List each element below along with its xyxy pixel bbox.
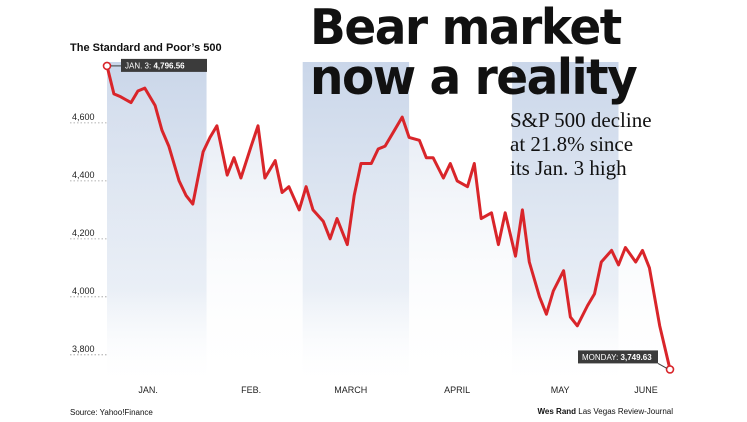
annotations: JAN. 3: 4,796.56 MONDAY: 3,749.63 bbox=[102, 58, 675, 374]
grid-lines bbox=[70, 122, 107, 356]
x-tick-label: MAY bbox=[551, 385, 570, 395]
annotation-box bbox=[121, 58, 207, 72]
x-tick-label: JUNE bbox=[634, 385, 658, 395]
subhead-line-1: S&P 500 decline bbox=[510, 108, 652, 132]
headline-line-1: Bear market bbox=[310, 0, 622, 57]
annotation-marker bbox=[665, 365, 675, 374]
y-tick-label: 4,200 bbox=[72, 228, 95, 238]
annotation-box bbox=[578, 350, 658, 364]
annotation-leader bbox=[657, 362, 668, 369]
series-line bbox=[105, 64, 672, 371]
x-tick-label: JAN. bbox=[138, 385, 158, 395]
x-tick-labels: JAN. FEB. MARCH APRIL MAY JUNE bbox=[138, 385, 657, 395]
credit-line: Wes Rand Las Vegas Review-Journal bbox=[538, 407, 673, 416]
y-tick-label: 4,400 bbox=[72, 170, 95, 180]
chart-area-fill bbox=[107, 65, 670, 387]
annotation-prefix: MONDAY: bbox=[582, 353, 621, 362]
source-note: Source: Yahoo!Finance bbox=[70, 408, 153, 417]
subhead: S&P 500 decline at 21.8% since its Jan. … bbox=[510, 108, 652, 180]
x-tick-label: FEB. bbox=[241, 385, 261, 395]
chart-title: The Standard and Poor’s 500 bbox=[70, 42, 222, 54]
subhead-line-2: at 21.8% since bbox=[510, 132, 634, 156]
credit-name: Wes Rand bbox=[537, 407, 577, 416]
headline: Bear market now a reality bbox=[310, 0, 638, 107]
credit-org: Las Vegas Review-Journal bbox=[578, 407, 673, 416]
annotation-value: 4,796.56 bbox=[153, 61, 185, 70]
subhead-line-3: its Jan. 3 high bbox=[510, 156, 627, 180]
y-tick-label: 3,800 bbox=[72, 344, 95, 354]
x-tick-label: MARCH bbox=[334, 385, 367, 395]
annotation-label: MONDAY: 3,749.63 bbox=[582, 353, 652, 362]
annotation-marker bbox=[102, 61, 112, 71]
y-tick-labels: 3,800 4,000 4,200 4,400 4,600 bbox=[72, 112, 95, 354]
annotation-prefix: JAN. 3: bbox=[125, 61, 153, 70]
x-tick-label: APRIL bbox=[444, 385, 470, 395]
annotation-label: JAN. 3: 4,796.56 bbox=[125, 61, 185, 70]
annotation-value: 3,749.63 bbox=[621, 353, 653, 362]
headline-line-2: now a reality bbox=[310, 48, 638, 107]
y-tick-label: 4,000 bbox=[72, 286, 95, 296]
y-tick-label: 4,600 bbox=[72, 112, 95, 122]
